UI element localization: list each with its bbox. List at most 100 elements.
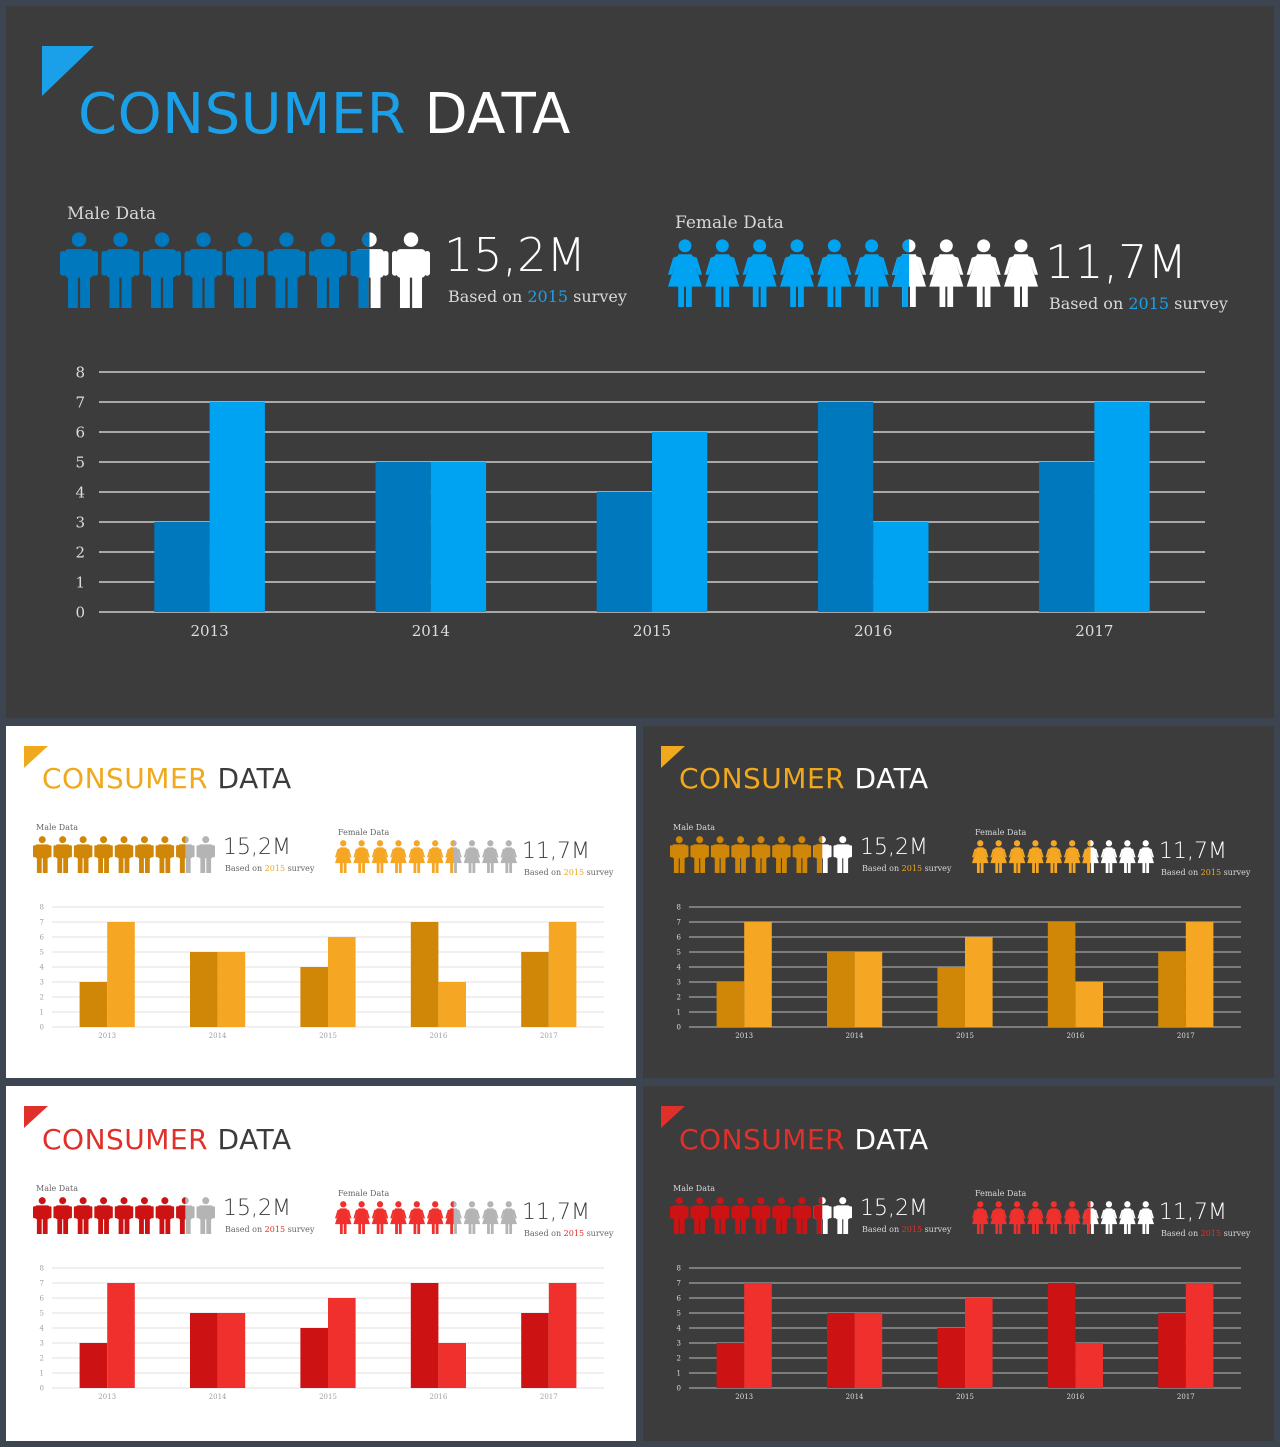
slide-title: CONSUMER DATA <box>679 1123 929 1156</box>
corner-triangle-icon <box>661 1106 685 1128</box>
bar-series-2 <box>107 922 135 1027</box>
y-tick-label: 8 <box>677 903 681 911</box>
corner-triangle-icon <box>24 1106 48 1128</box>
female-survey-note: Based on 2015 survey <box>524 1229 613 1238</box>
female-value: 11,7M <box>1159 839 1227 864</box>
bar-chart: 0 1 2 3 4 5 6 7 8 2013 2014 2015 2016 2017 <box>75 363 1205 640</box>
male-person-icon <box>670 1197 689 1234</box>
male-person-icon <box>155 836 175 873</box>
male-person-icon <box>731 836 750 873</box>
x-tick-label: 2015 <box>319 1032 337 1040</box>
female-person-icon <box>1027 1201 1044 1234</box>
y-tick-label: 7 <box>75 393 85 411</box>
female-person-icon <box>1063 840 1081 873</box>
male-person-icon <box>731 1197 750 1234</box>
female-person-icon <box>1082 1201 1099 1234</box>
bar-series-1 <box>300 1328 328 1388</box>
bar-series-2 <box>1075 982 1103 1027</box>
y-tick-label: 0 <box>40 1384 44 1392</box>
x-tick-label: 2014 <box>209 1032 227 1040</box>
female-value: 11,7M <box>522 839 590 864</box>
survey-prefix: Based on <box>225 864 263 873</box>
bar-series-1 <box>521 952 549 1027</box>
female-person-icon <box>482 840 499 873</box>
survey-prefix: Based on <box>524 1229 562 1238</box>
y-tick-label: 0 <box>677 1023 681 1031</box>
female-person-icon <box>335 1201 352 1234</box>
female-person-icon <box>817 239 852 307</box>
y-tick-label: 4 <box>677 963 682 971</box>
x-tick-label: 2017 <box>1177 1032 1195 1040</box>
y-tick-label: 2 <box>40 993 44 1001</box>
survey-suffix: survey <box>287 1225 315 1234</box>
y-tick-label: 1 <box>75 573 85 591</box>
x-tick-label: 2017 <box>1177 1393 1195 1401</box>
male-person-icon <box>813 836 832 873</box>
x-tick-label: 2017 <box>540 1032 558 1040</box>
y-tick-label: 0 <box>677 1384 681 1392</box>
survey-prefix: Based on <box>524 868 562 877</box>
female-person-icon <box>1027 840 1044 873</box>
bar-series-1 <box>716 1343 745 1388</box>
x-tick-label: 2013 <box>735 1393 753 1401</box>
female-person-icon <box>426 840 444 873</box>
y-tick-label: 1 <box>40 1369 44 1377</box>
female-value: 11,7M <box>522 1200 590 1225</box>
male-person-icon <box>226 232 264 308</box>
female-person-icon <box>1100 840 1118 873</box>
bar-series-2 <box>1094 402 1150 612</box>
male-person-icon <box>176 836 195 873</box>
female-person-icon <box>1137 840 1154 873</box>
y-tick-label: 6 <box>75 423 85 441</box>
male-survey-note: Based on 2015 survey <box>448 287 627 306</box>
bar-series-1 <box>375 462 431 612</box>
male-person-icon <box>73 1197 93 1234</box>
male-person-icon <box>670 836 689 873</box>
x-tick-label: 2014 <box>209 1393 227 1401</box>
survey-year: 2015 <box>527 287 569 306</box>
survey-year: 2015 <box>264 864 286 873</box>
y-tick-label: 2 <box>677 993 681 1001</box>
female-person-icon <box>854 239 889 307</box>
bar-series-2 <box>1185 922 1214 1027</box>
survey-suffix: survey <box>586 1229 614 1238</box>
y-tick-label: 0 <box>75 603 85 621</box>
female-icon-row <box>972 1201 1154 1234</box>
y-tick-label: 5 <box>40 1309 44 1317</box>
female-person-icon <box>668 239 702 307</box>
female-person-icon <box>463 1201 481 1234</box>
female-person-icon <box>742 239 777 307</box>
survey-prefix: Based on <box>862 864 900 873</box>
survey-year: 2015 <box>1128 294 1170 313</box>
y-tick-label: 3 <box>677 978 681 986</box>
bar-series-1 <box>716 982 745 1027</box>
survey-prefix: Based on <box>862 1225 900 1234</box>
x-tick-label: 2017 <box>1075 622 1113 640</box>
bar-series-2 <box>328 1298 356 1388</box>
bar-series-1 <box>154 522 210 612</box>
male-person-icon <box>33 1197 52 1234</box>
female-person-icon <box>390 1201 407 1234</box>
male-person-icon <box>114 1197 134 1234</box>
female-data-label: Female Data <box>675 213 784 233</box>
corner-triangle-icon <box>42 46 94 96</box>
survey-prefix: Based on <box>448 287 523 306</box>
y-tick-label: 3 <box>40 1339 44 1347</box>
female-survey-note: Based on 2015 survey <box>1049 294 1228 313</box>
female-person-icon <box>1004 239 1038 307</box>
y-tick-label: 8 <box>677 1264 681 1272</box>
x-tick-label: 2013 <box>735 1032 753 1040</box>
bar-series-1 <box>1047 922 1076 1027</box>
title-plain: DATA <box>424 82 571 147</box>
y-tick-label: 3 <box>677 1339 681 1347</box>
bar-series-1 <box>827 952 855 1027</box>
title-colored: CONSUMER <box>42 1123 209 1156</box>
survey-year: 2015 <box>1200 868 1222 877</box>
male-data-label: Male Data <box>36 823 78 832</box>
female-person-icon <box>1008 1201 1026 1234</box>
x-tick-label: 2015 <box>319 1393 337 1401</box>
survey-suffix: survey <box>1174 294 1228 313</box>
slide-title: CONSUMER DATA <box>42 1123 292 1156</box>
x-tick-label: 2017 <box>540 1393 558 1401</box>
y-tick-label: 4 <box>40 1324 45 1332</box>
